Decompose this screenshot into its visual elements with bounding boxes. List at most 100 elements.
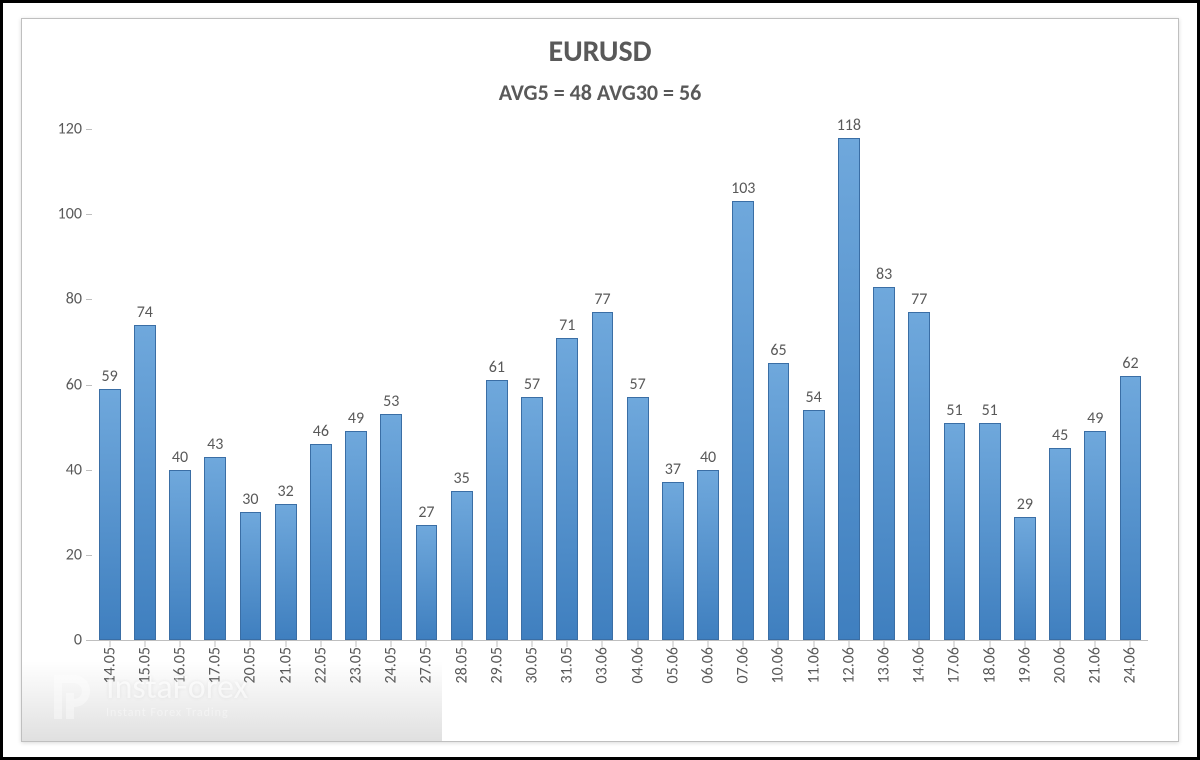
bar: 103 <box>732 201 754 640</box>
bar-value-label: 71 <box>559 316 575 335</box>
y-tick-label: 100 <box>58 205 82 224</box>
x-label-slot: 22.05 <box>303 641 338 741</box>
x-label-slot: 10.06 <box>761 641 796 741</box>
outer-frame: EURUSD AVG5 = 48 AVG30 = 56 597440433032… <box>0 0 1200 760</box>
x-label: 11.06 <box>804 647 823 683</box>
x-label-slot: 04.06 <box>620 641 655 741</box>
x-label: 27.05 <box>417 647 436 683</box>
x-label: 24.06 <box>1121 647 1140 683</box>
x-label: 05.06 <box>663 647 682 683</box>
x-label: 14.06 <box>910 647 929 683</box>
y-tick <box>86 555 92 556</box>
x-label-slot: 28.05 <box>444 641 479 741</box>
bar-value-label: 27 <box>418 503 434 522</box>
bar-slot: 77 <box>585 129 620 640</box>
bar: 62 <box>1120 376 1142 640</box>
x-label-slot: 18.06 <box>972 641 1007 741</box>
bar: 71 <box>556 338 578 640</box>
x-label-slot: 21.05 <box>268 641 303 741</box>
x-label: 30.05 <box>523 647 542 683</box>
bar-value-label: 57 <box>630 375 646 394</box>
bar-value-label: 29 <box>1017 495 1033 514</box>
bar: 35 <box>451 491 473 640</box>
x-label-slot: 24.06 <box>1113 641 1148 741</box>
bar-value-label: 40 <box>172 448 188 467</box>
bar-slot: 40 <box>162 129 197 640</box>
bar: 51 <box>944 423 966 640</box>
bar-slot: 71 <box>550 129 585 640</box>
x-label: 24.05 <box>382 647 401 683</box>
x-label: 20.06 <box>1051 647 1070 683</box>
bar-value-label: 37 <box>665 460 681 479</box>
bar-slot: 45 <box>1042 129 1077 640</box>
x-label-slot: 19.06 <box>1007 641 1042 741</box>
bar: 59 <box>99 389 121 640</box>
bar-value-label: 57 <box>524 375 540 394</box>
bar: 65 <box>768 363 790 640</box>
bar-slot: 77 <box>902 129 937 640</box>
bar-slot: 49 <box>338 129 373 640</box>
bar-value-label: 32 <box>278 482 294 501</box>
x-label: 29.05 <box>487 647 506 683</box>
x-label: 17.06 <box>945 647 964 683</box>
bar-value-label: 83 <box>876 265 892 284</box>
bar: 32 <box>275 504 297 640</box>
bar-value-label: 53 <box>383 392 399 411</box>
x-label-slot: 31.05 <box>550 641 585 741</box>
instaforex-logo-icon <box>46 671 94 719</box>
bar-value-label: 51 <box>946 401 962 420</box>
x-label: 21.05 <box>276 647 295 683</box>
bar: 49 <box>1084 431 1106 640</box>
watermark-tagline: Instant Forex Trading <box>106 707 248 719</box>
x-label-slot: 12.06 <box>831 641 866 741</box>
bar-slot: 35 <box>444 129 479 640</box>
bar: 40 <box>169 470 191 640</box>
x-label-slot: 03.06 <box>585 641 620 741</box>
x-label: 03.06 <box>593 647 612 683</box>
bar-slot: 62 <box>1113 129 1148 640</box>
bar: 74 <box>134 325 156 640</box>
bar: 54 <box>803 410 825 640</box>
bar: 57 <box>521 397 543 640</box>
bar-slot: 53 <box>374 129 409 640</box>
bar-value-label: 51 <box>982 401 998 420</box>
bar: 46 <box>310 444 332 640</box>
x-label-slot: 07.06 <box>726 641 761 741</box>
bar-value-label: 77 <box>911 290 927 309</box>
x-label-slot: 30.05 <box>514 641 549 741</box>
x-label: 13.06 <box>875 647 894 683</box>
x-label-slot: 21.06 <box>1078 641 1113 741</box>
x-label: 22.05 <box>311 647 330 683</box>
y-tick-label: 40 <box>66 460 82 479</box>
chart-title: EURUSD <box>22 33 1178 70</box>
x-label-slot: 14.06 <box>902 641 937 741</box>
bar: 77 <box>592 312 614 640</box>
bar-value-label: 49 <box>348 409 364 428</box>
y-tick <box>86 470 92 471</box>
bar-value-label: 30 <box>242 490 258 509</box>
bar-value-label: 46 <box>313 422 329 441</box>
x-label-slot: 24.05 <box>374 641 409 741</box>
x-label-slot: 05.06 <box>655 641 690 741</box>
x-label-slot: 23.05 <box>338 641 373 741</box>
bar-slot: 57 <box>514 129 549 640</box>
x-label: 06.06 <box>699 647 718 683</box>
x-label-slot: 27.05 <box>409 641 444 741</box>
bar-value-label: 61 <box>489 358 505 377</box>
bar-value-label: 43 <box>207 435 223 454</box>
y-tick <box>86 129 92 130</box>
bar: 43 <box>204 457 226 640</box>
bar: 49 <box>345 431 367 640</box>
bar: 53 <box>380 414 402 640</box>
bar-slot: 51 <box>972 129 1007 640</box>
y-tick <box>86 214 92 215</box>
bar: 29 <box>1014 517 1036 640</box>
x-label: 10.06 <box>769 647 788 683</box>
bar-value-label: 74 <box>137 303 153 322</box>
x-label-slot: 13.06 <box>866 641 901 741</box>
y-tick-label: 0 <box>74 631 82 650</box>
bar: 45 <box>1049 448 1071 640</box>
y-tick <box>86 299 92 300</box>
bar-slot: 83 <box>866 129 901 640</box>
bar-value-label: 40 <box>700 448 716 467</box>
